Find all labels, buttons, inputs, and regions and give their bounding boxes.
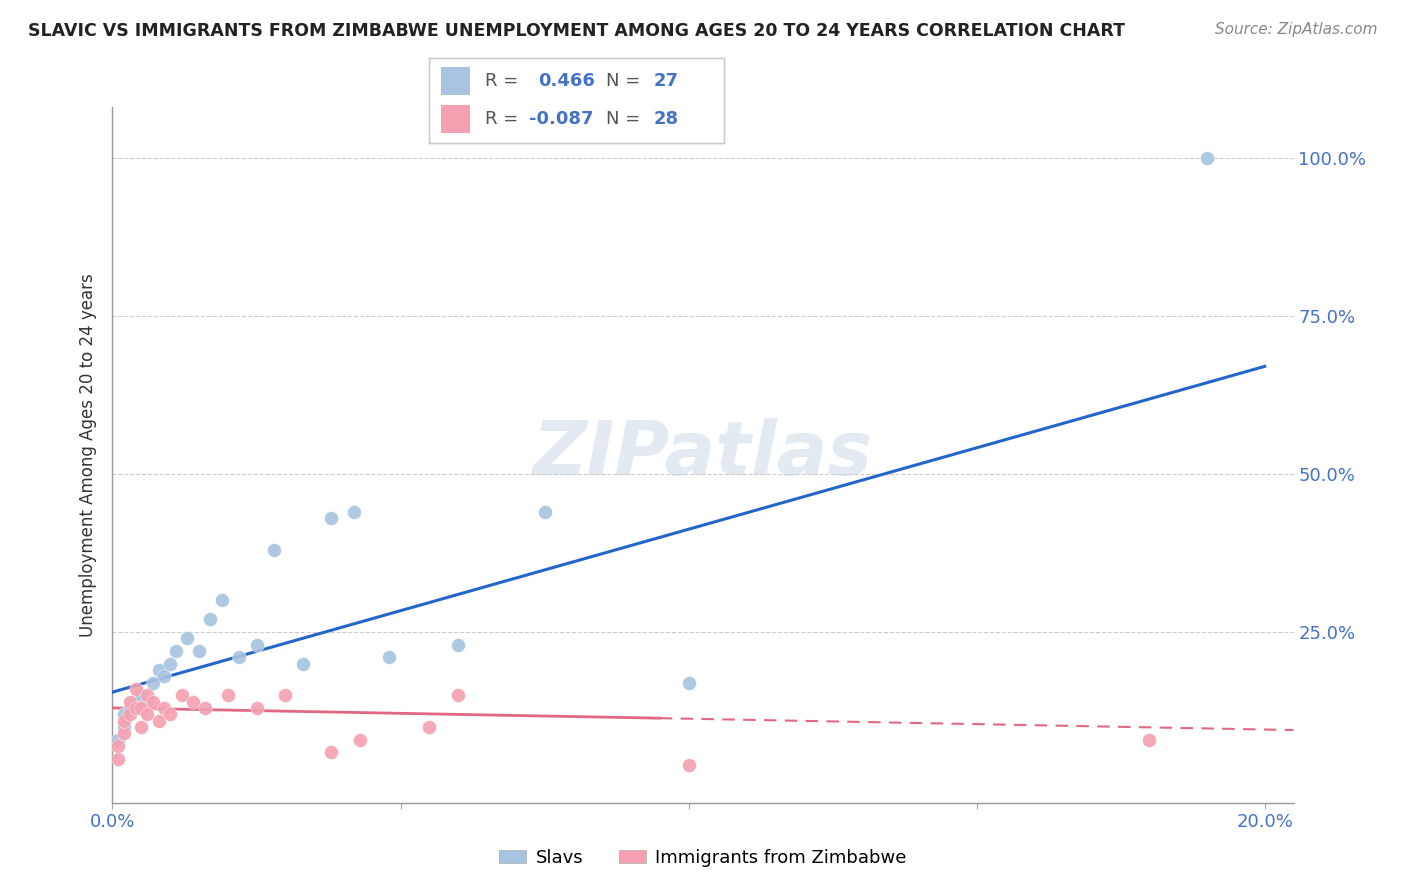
Point [245, 701, 267, 715]
Point [349, 732, 371, 747]
Text: N =: N = [606, 72, 640, 90]
Point [378, 650, 401, 665]
Text: 28: 28 [654, 111, 678, 128]
Point [142, 695, 165, 709]
Point [343, 505, 366, 519]
Point [159, 707, 181, 722]
Point [107, 751, 129, 765]
Point [181, 695, 204, 709]
Point [187, 644, 209, 658]
Point [447, 688, 470, 702]
Point [291, 657, 314, 671]
Text: ZIPatlas: ZIPatlas [533, 418, 873, 491]
Point [118, 707, 141, 722]
Point [136, 695, 159, 709]
FancyBboxPatch shape [440, 67, 470, 95]
Point [129, 688, 152, 702]
Point [159, 657, 181, 671]
Point [136, 688, 159, 702]
Point [1197, 151, 1219, 165]
Point [170, 688, 193, 702]
Point [124, 681, 146, 696]
Text: 0.466: 0.466 [538, 72, 595, 90]
Point [245, 638, 267, 652]
Point [129, 720, 152, 734]
Point [228, 650, 250, 665]
Legend: Slavs, Immigrants from Zimbabwe: Slavs, Immigrants from Zimbabwe [492, 841, 914, 874]
Point [211, 593, 233, 607]
Text: N =: N = [606, 111, 640, 128]
Point [200, 612, 222, 626]
Point [533, 505, 555, 519]
Point [112, 720, 135, 734]
Point [112, 726, 135, 740]
Text: 27: 27 [654, 72, 678, 90]
Point [217, 688, 239, 702]
Point [321, 511, 343, 525]
Text: R =: R = [485, 72, 530, 90]
Text: R =: R = [485, 111, 524, 128]
Point [194, 701, 217, 715]
Point [274, 688, 297, 702]
Point [447, 638, 470, 652]
Point [153, 669, 176, 683]
FancyBboxPatch shape [440, 105, 470, 134]
Point [136, 707, 159, 722]
Point [321, 745, 343, 759]
Point [678, 757, 700, 772]
Text: SLAVIC VS IMMIGRANTS FROM ZIMBABWE UNEMPLOYMENT AMONG AGES 20 TO 24 YEARS CORREL: SLAVIC VS IMMIGRANTS FROM ZIMBABWE UNEMP… [28, 22, 1125, 40]
Point [148, 714, 170, 728]
Point [118, 695, 141, 709]
Text: -0.087: -0.087 [529, 111, 593, 128]
Point [678, 675, 700, 690]
Point [142, 675, 165, 690]
Point [129, 701, 152, 715]
Point [124, 701, 146, 715]
Point [118, 701, 141, 715]
Point [112, 707, 135, 722]
Point [124, 695, 146, 709]
Text: Source: ZipAtlas.com: Source: ZipAtlas.com [1215, 22, 1378, 37]
Point [153, 701, 176, 715]
Point [107, 732, 129, 747]
Point [107, 739, 129, 753]
Point [263, 542, 285, 557]
Point [148, 663, 170, 677]
Point [165, 644, 187, 658]
Point [176, 632, 198, 646]
Point [1139, 732, 1161, 747]
Point [112, 714, 135, 728]
Point [418, 720, 440, 734]
Y-axis label: Unemployment Among Ages 20 to 24 years: Unemployment Among Ages 20 to 24 years [79, 273, 97, 637]
